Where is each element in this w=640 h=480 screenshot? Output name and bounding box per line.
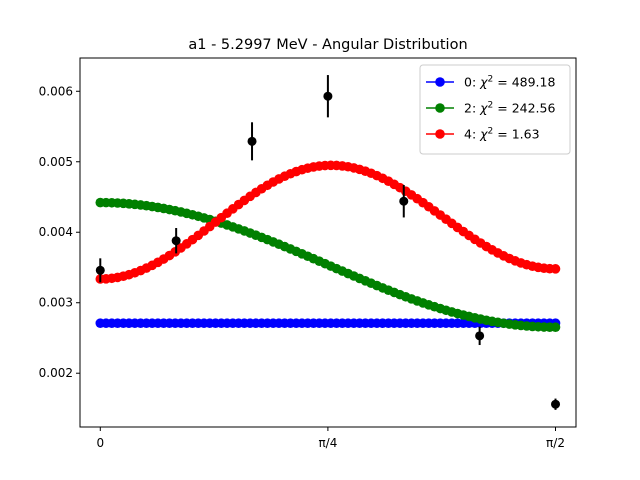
series-4 [95,160,561,284]
data-point [551,399,561,409]
y-tick-label: 0.002 [39,366,73,380]
x-axis: 0 π/4 π/2 [96,427,565,450]
chart-title: a1 - 5.2997 MeV - Angular Distribution [188,37,467,53]
series-marker [550,322,561,333]
data-points-layer [95,75,561,410]
data-point [171,236,181,246]
series-2 [95,197,561,333]
legend-series-name: 0 [464,75,472,90]
legend-series-name: 4 [464,127,472,142]
x-tick-label: π/4 [318,436,337,450]
y-tick-label: 0.003 [39,296,73,310]
legend-swatch-marker [435,103,445,113]
y-tick-label: 0.004 [39,225,73,239]
x-tick-label: π/2 [546,436,565,450]
data-point [95,265,105,275]
legend-swatch-marker [435,77,445,87]
data-point [323,91,333,101]
legend-chi2-value: 242.56 [512,101,556,116]
legend-chi2-value: 1.63 [512,127,540,142]
data-point [475,331,485,341]
data-point [399,196,409,206]
x-tick-label: 0 [96,436,104,450]
series-layer [95,160,561,333]
legend: 0: χ2 = 489.18 2: χ2 = 242.56 4: χ2 = 1.63 [419,64,571,155]
legend-entry: 2: χ2 = 242.56 [464,101,555,116]
legend-entry: 0: χ2 = 489.18 [464,75,555,90]
legend-box [419,64,571,155]
y-axis: 0.002 0.003 0.004 0.005 0.006 [39,84,80,380]
legend-swatch-marker [435,129,445,139]
series-marker [550,264,561,274]
data-point [247,136,257,146]
y-tick-label: 0.006 [39,84,73,98]
y-tick-label: 0.005 [39,155,73,169]
legend-chi2-value: 489.18 [512,75,556,90]
legend-series-name: 2 [464,101,472,116]
legend-entry: 4: χ2 = 1.63 [464,127,540,142]
